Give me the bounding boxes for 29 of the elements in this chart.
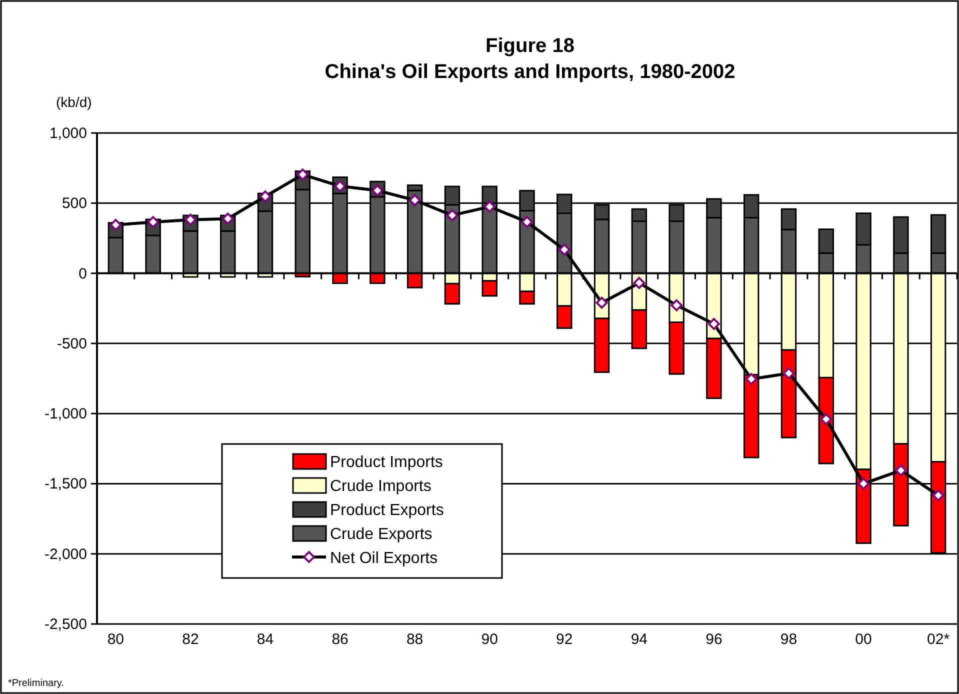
y-axis-title: (kb/d) [56,94,92,110]
x-tick-label: 86 [332,631,348,648]
x-tick-label: 92 [556,631,573,648]
legend-label: Net Oil Exports [330,550,438,567]
x-tick-label: 90 [481,631,498,648]
y-tick-label: -1,500 [44,476,87,493]
legend-label: Crude Exports [330,526,432,543]
x-tick-label: 88 [406,631,424,648]
x-tick-label: 98 [780,631,798,648]
text: *Preliminary. [8,678,64,689]
chart-subtitle: China's Oil Exports and Imports, 1980-2002 [324,61,736,83]
x-tick-label: 84 [256,631,274,648]
chart-title: Figure 18 [486,35,574,57]
x-tick-label: 94 [630,631,648,648]
y-tick-label: -500 [56,335,87,352]
x-tick-label: 80 [107,631,124,648]
y-tick-label: 1,000 [49,125,87,142]
x-tick-label: 02* [927,631,950,648]
legend-label: Crude Imports [330,478,432,495]
legend-label: Product Imports [330,454,443,471]
x-tick-label: 96 [706,631,722,648]
x-tick-label: 82 [182,631,199,648]
legend-label: Product Exports [330,502,444,519]
y-tick-label: -2,500 [44,616,87,633]
y-tick-label: 0 [78,265,87,282]
y-tick-label: 500 [62,195,87,212]
y-tick-label: -2,000 [44,546,87,563]
y-tick-label: -1,000 [44,406,87,423]
x-tick-label: 00 [855,631,872,648]
